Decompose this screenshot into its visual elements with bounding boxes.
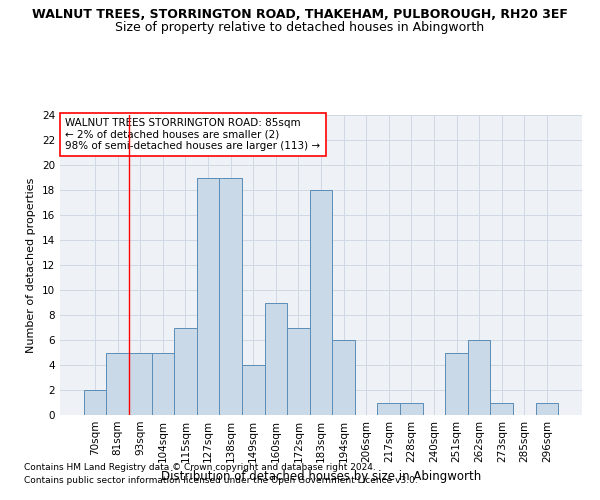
Text: WALNUT TREES STORRINGTON ROAD: 85sqm
← 2% of detached houses are smaller (2)
98%: WALNUT TREES STORRINGTON ROAD: 85sqm ← 2…: [65, 118, 320, 151]
Bar: [468, 340, 490, 415]
Bar: [287, 328, 310, 415]
Bar: [84, 390, 106, 415]
Bar: [265, 302, 287, 415]
Bar: [174, 328, 197, 415]
Bar: [197, 178, 220, 415]
Bar: [332, 340, 355, 415]
Bar: [106, 352, 129, 415]
Bar: [490, 402, 513, 415]
Bar: [445, 352, 468, 415]
Text: WALNUT TREES, STORRINGTON ROAD, THAKEHAM, PULBOROUGH, RH20 3EF: WALNUT TREES, STORRINGTON ROAD, THAKEHAM…: [32, 8, 568, 20]
Text: Contains public sector information licensed under the Open Government Licence v3: Contains public sector information licen…: [24, 476, 418, 485]
Bar: [377, 402, 400, 415]
Bar: [242, 365, 265, 415]
X-axis label: Distribution of detached houses by size in Abingworth: Distribution of detached houses by size …: [161, 470, 481, 484]
Bar: [536, 402, 558, 415]
Bar: [129, 352, 152, 415]
Text: Size of property relative to detached houses in Abingworth: Size of property relative to detached ho…: [115, 21, 485, 34]
Bar: [220, 178, 242, 415]
Bar: [400, 402, 422, 415]
Y-axis label: Number of detached properties: Number of detached properties: [26, 178, 37, 352]
Bar: [152, 352, 174, 415]
Bar: [310, 190, 332, 415]
Text: Contains HM Land Registry data © Crown copyright and database right 2024.: Contains HM Land Registry data © Crown c…: [24, 464, 376, 472]
